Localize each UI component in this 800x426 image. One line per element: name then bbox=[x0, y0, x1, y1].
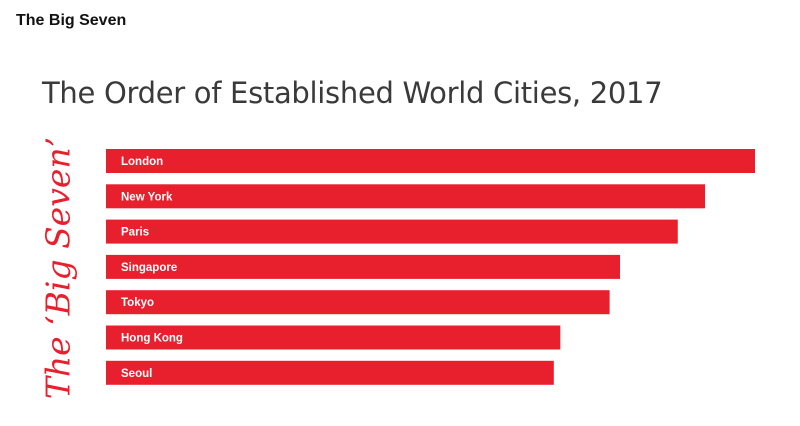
bar-label-new-york: New York bbox=[121, 191, 173, 203]
bar-tokyo bbox=[106, 290, 610, 315]
bar-label-seoul: Seoul bbox=[121, 368, 152, 380]
bar-new-york bbox=[106, 184, 706, 209]
bar-label-singapore: Singapore bbox=[121, 262, 177, 274]
bar-label-hong-kong: Hong Kong bbox=[121, 333, 183, 345]
bar-paris bbox=[106, 219, 678, 244]
bar-seoul bbox=[106, 360, 554, 385]
bar-hong-kong bbox=[106, 325, 561, 350]
bar-label-tokyo: Tokyo bbox=[121, 297, 154, 309]
bar-label-paris: Paris bbox=[121, 227, 149, 239]
bar-singapore bbox=[106, 254, 621, 279]
bars-group: London New York Paris Singapore Tokyo Hong Ko… bbox=[106, 149, 755, 385]
bar-label-london: London bbox=[121, 156, 163, 168]
bar-london bbox=[106, 149, 755, 173]
chart-title: The Order of Established World Cities, 2… bbox=[42, 76, 663, 110]
page-heading: The Big Seven bbox=[16, 12, 127, 29]
